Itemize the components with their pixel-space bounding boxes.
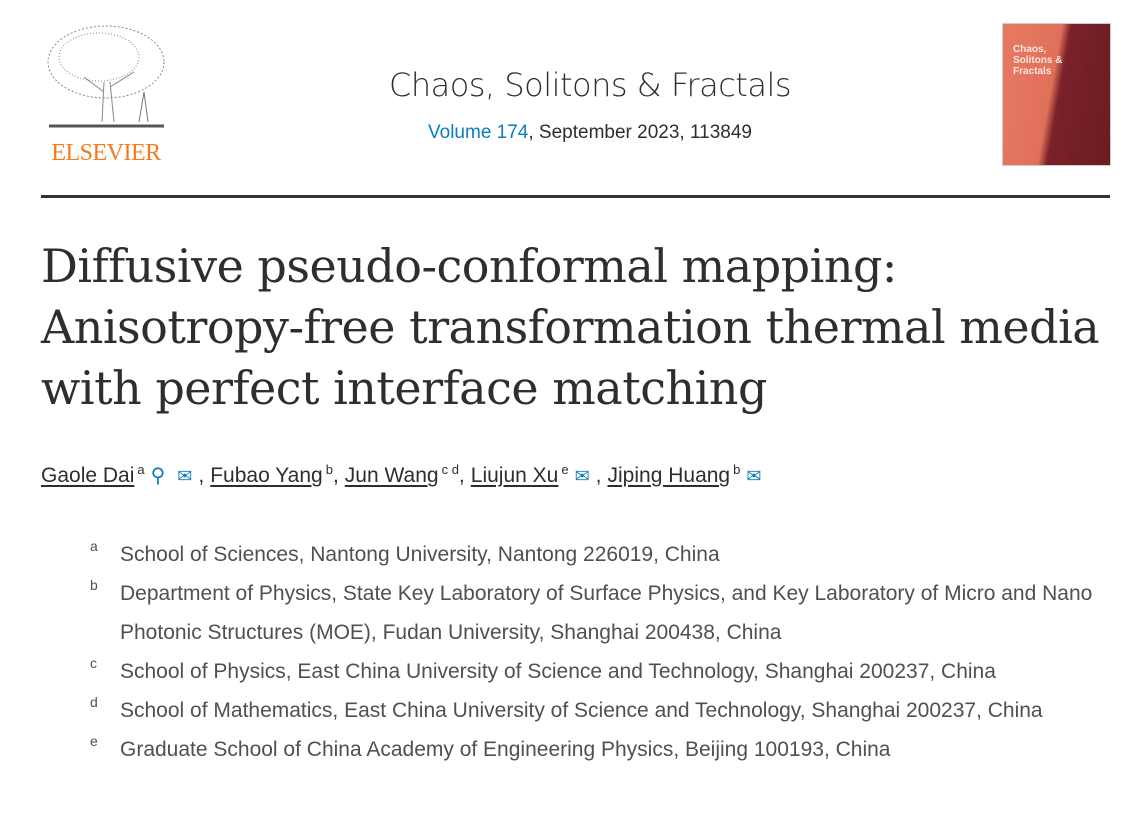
publisher-name: ELSEVIER: [51, 140, 161, 166]
email-icon[interactable]: ✉︎: [177, 466, 193, 486]
person-icon[interactable]: ⚲: [150, 465, 166, 487]
affiliation-text: School of Sciences, Nantong University, …: [120, 543, 720, 566]
affiliation-item: d School of Mathematics, East China Unive…: [90, 691, 1120, 730]
author-affiliation-ref[interactable]: b: [325, 462, 333, 477]
affiliation-text: Graduate School of China Academy of Engi…: [120, 738, 891, 761]
affiliation-item: e Graduate School of China Academy of Eng…: [90, 730, 1120, 769]
affiliation-label: a: [90, 538, 98, 554]
article-title: Diffusive pseudo-conformal mapping: Anis…: [41, 239, 1100, 415]
affiliation-text: School of Mathematics, East China Univer…: [120, 699, 1043, 722]
author-name[interactable]: Jun Wang: [344, 464, 439, 487]
author-name[interactable]: Liujun Xu: [470, 464, 559, 487]
journal-cover[interactable]: Chaos, Solitons & Fractals: [1002, 23, 1111, 166]
elsevier-logo[interactable]: ELSEVIER: [40, 22, 172, 168]
affiliations: a School of Sciences, Nantong University,…: [90, 535, 1120, 769]
email-icon[interactable]: ✉︎: [574, 466, 590, 486]
tree-icon: [47, 25, 165, 128]
author-name[interactable]: Fubao Yang: [210, 464, 323, 487]
author-separator: ,: [458, 464, 465, 487]
affiliation-text: School of Physics, East China University…: [120, 660, 996, 683]
volume-link[interactable]: Volume 174: [428, 122, 529, 143]
author-separator: ,: [595, 464, 602, 487]
issue-info: , September 2023, 113849: [528, 122, 752, 143]
affiliation-item: a School of Sciences, Nantong University,…: [90, 535, 1120, 574]
author-affiliation-ref[interactable]: a: [137, 462, 145, 477]
author-separator: ,: [332, 464, 339, 487]
affiliation-item: b Department of Physics, State Key Labora…: [90, 574, 1120, 652]
cover-title: Chaos, Solitons & Fractals: [1013, 44, 1063, 77]
affiliation-label: b: [90, 577, 98, 593]
journal-title[interactable]: Chaos, Solitons & Fractals: [388, 66, 792, 104]
author-name[interactable]: Gaole Dai: [41, 464, 135, 487]
author-name[interactable]: Jiping Huang: [607, 464, 731, 487]
author-affiliation-ref[interactable]: b: [733, 462, 741, 477]
volume-info: Volume 174, September 2023, 113849: [300, 122, 880, 144]
header-divider: [41, 195, 1110, 198]
author-separator: ,: [198, 464, 205, 487]
affiliation-label: e: [90, 733, 98, 749]
author-affiliation-ref[interactable]: e: [561, 462, 569, 477]
affiliation-label: c: [90, 655, 97, 671]
affiliation-label: d: [90, 694, 98, 710]
author-list: Gaole Dai a ⚲ ✉︎, Fubao Yang b, Jun Wang c d, Li…: [41, 462, 767, 488]
affiliation-item: c School of Physics, East China Universit…: [90, 652, 1120, 691]
author-affiliation-ref[interactable]: c d: [441, 462, 459, 477]
affiliation-text: Department of Physics, State Key Laborat…: [120, 582, 1093, 644]
email-icon[interactable]: ✉︎: [746, 466, 762, 486]
